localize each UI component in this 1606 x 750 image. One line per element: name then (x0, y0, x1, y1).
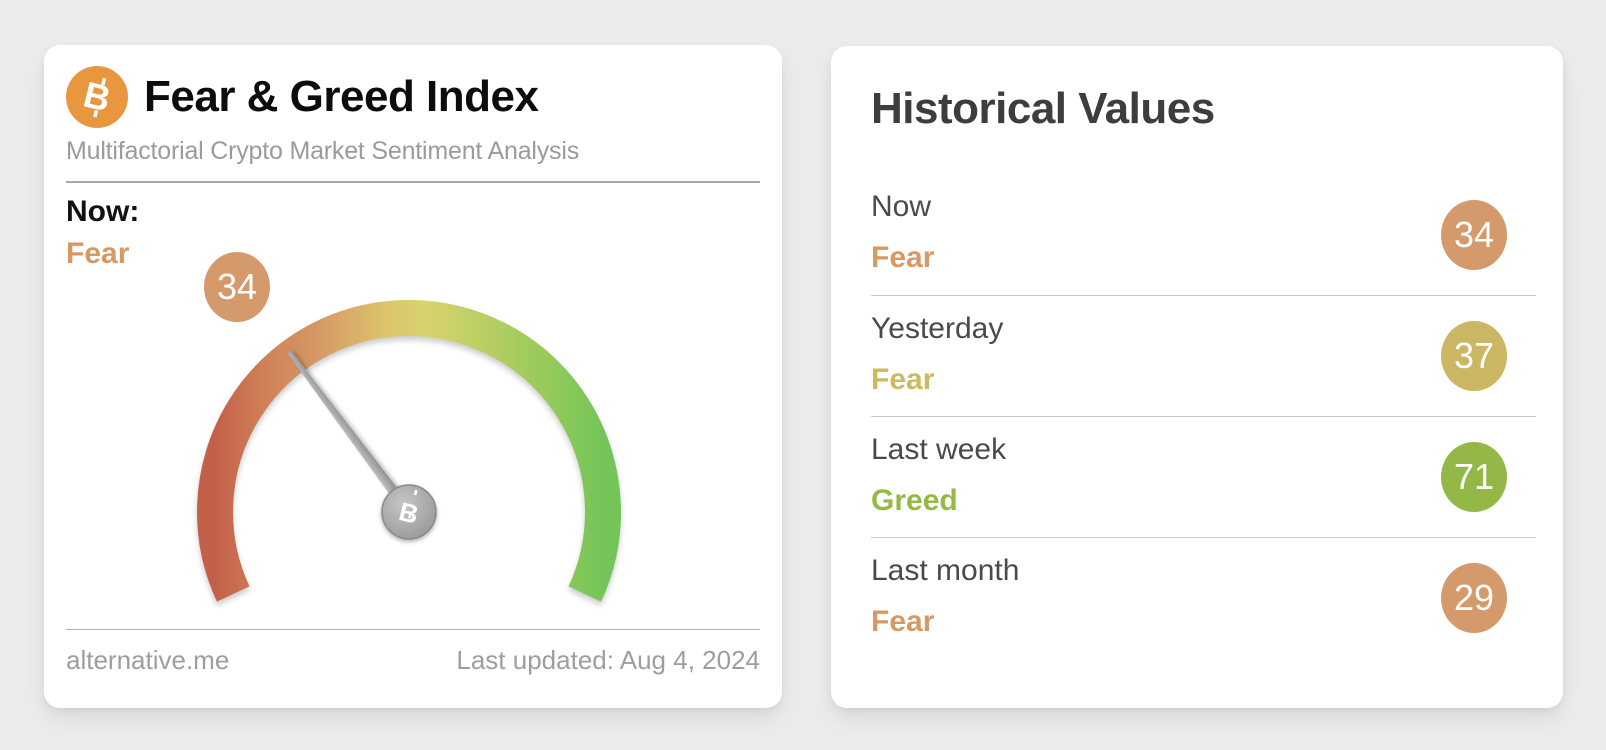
historical-title: Historical Values (871, 84, 1215, 133)
historical-row-now: Now Fear 34 (871, 174, 1536, 295)
row-label: Last week (871, 433, 1007, 466)
row-value-badge: 29 (1441, 563, 1507, 633)
bitcoin-icon: B (66, 66, 128, 128)
gauge-card-subtitle: Multifactorial Crypto Market Sentiment A… (66, 137, 580, 165)
row-sentiment: Fear (871, 241, 935, 274)
now-label: Now: (66, 195, 140, 228)
gauge-card-title: Fear & Greed Index (144, 72, 539, 121)
row-value-badge: 37 (1441, 321, 1507, 391)
row-value: 34 (1453, 213, 1495, 255)
row-label: Last month (871, 554, 1020, 587)
gauge-arc (197, 299, 621, 602)
fear-greed-gauge-card: B Fear & Greed Index Multifactorial Cryp… (44, 45, 782, 708)
gauge-value: 34 (216, 266, 258, 307)
row-value: 71 (1453, 456, 1495, 497)
gauge-hub: B (381, 484, 437, 540)
row-value: 37 (1453, 335, 1495, 376)
row-label: Now (871, 190, 932, 223)
gauge-card-header: B Fear & Greed Index (65, 65, 539, 129)
header-divider (66, 181, 760, 183)
now-sentiment: Fear (66, 237, 130, 270)
gauge-needle-group (287, 350, 417, 520)
historical-row-last-month: Last month Fear 29 (871, 537, 1536, 658)
historical-row-last-week: Last week Greed 71 (871, 416, 1536, 537)
historical-values-card: Historical Values Now Fear 34 Yesterday … (831, 46, 1563, 708)
gauge-needle (287, 350, 417, 520)
footer-divider (66, 629, 760, 630)
row-label: Yesterday (871, 312, 1004, 345)
gauge-card-footer: alternative.me Last updated: Aug 4, 2024 (66, 645, 760, 676)
row-value-badge: 71 (1441, 442, 1507, 512)
row-sentiment: Greed (871, 484, 958, 517)
row-value: 29 (1453, 577, 1495, 618)
fear-greed-gauge: B (197, 299, 621, 602)
historical-row-yesterday: Yesterday Fear 37 (871, 295, 1536, 416)
row-value-badge: 34 (1441, 199, 1507, 270)
gauge-value-badge: 34 (204, 252, 270, 322)
row-sentiment: Fear (871, 363, 935, 396)
source-link[interactable]: alternative.me (66, 645, 230, 675)
historical-rows: Now Fear 34 Yesterday Fear 37 Last week … (831, 174, 1563, 658)
last-updated-text: Last updated: Aug 4, 2024 (456, 645, 760, 675)
row-sentiment: Fear (871, 605, 935, 638)
